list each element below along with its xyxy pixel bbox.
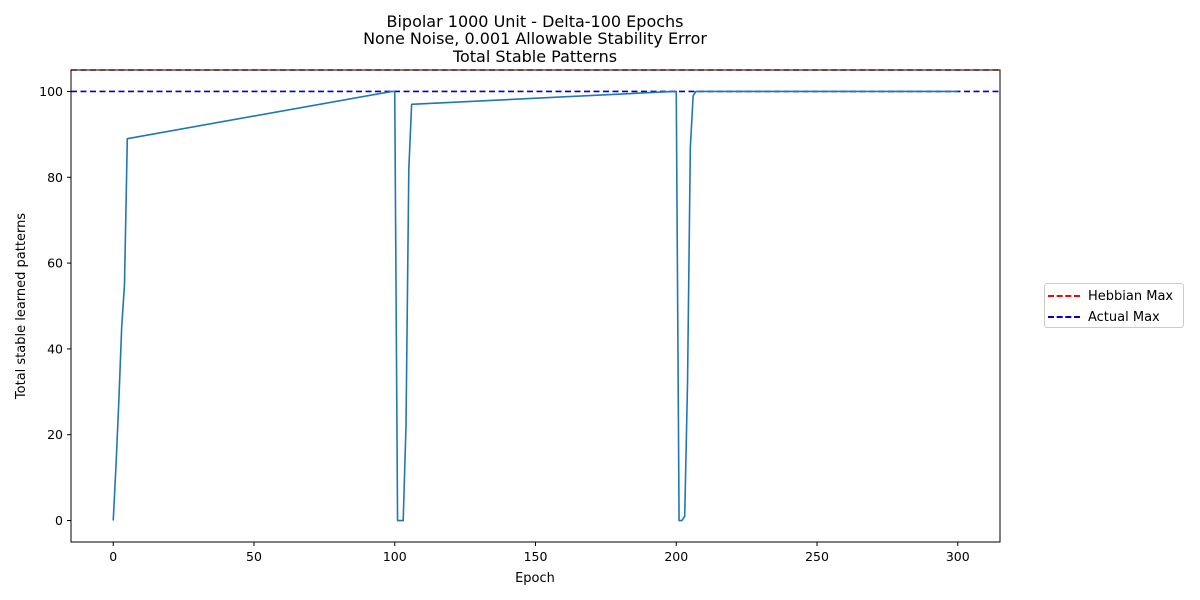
chart-title-line-3: Total Stable Patterns <box>452 47 617 66</box>
x-tick-label: 150 <box>524 549 548 564</box>
x-tick-label: 50 <box>246 549 262 564</box>
legend-item-hebbian-max: Hebbian Max <box>1045 287 1173 305</box>
x-tick-label: 300 <box>946 549 970 564</box>
legend: Hebbian Max Actual Max <box>1044 283 1184 328</box>
legend-label-hebbian-max: Hebbian Max <box>1088 288 1174 304</box>
plot-frame <box>70 69 1001 543</box>
legend-swatch-hebbian-max <box>1048 295 1080 297</box>
x-tick-label: 100 <box>383 549 407 564</box>
y-tick-label: 0 <box>55 513 63 528</box>
chart-title-line-1: Bipolar 1000 Unit - Delta-100 Epochs <box>386 12 683 31</box>
x-axis: 0 50 100 150 200 250 300 <box>109 542 970 564</box>
x-tick-label: 250 <box>805 549 829 564</box>
y-tick-label: 60 <box>47 256 63 271</box>
y-tick-label: 20 <box>47 427 63 442</box>
series-line-0 <box>112 90 958 522</box>
y-tick-label: 40 <box>47 341 63 356</box>
plot-area <box>71 69 1000 522</box>
chart-title-line-2: None Noise, 0.001 Allowable Stability Er… <box>363 29 707 48</box>
y-tick-label: 80 <box>47 170 63 185</box>
y-axis: 0 20 40 60 80 100 <box>39 84 71 528</box>
y-axis-label: Total stable learned patterns <box>14 213 29 400</box>
x-tick-label: 200 <box>664 549 688 564</box>
legend-item-actual-max: Actual Max <box>1045 308 1160 326</box>
x-tick-label: 0 <box>109 549 117 564</box>
x-axis-label: Epoch <box>515 571 555 586</box>
y-tick-label: 100 <box>39 84 63 99</box>
legend-swatch-actual-max <box>1048 316 1080 318</box>
legend-label-actual-max: Actual Max <box>1088 309 1160 325</box>
